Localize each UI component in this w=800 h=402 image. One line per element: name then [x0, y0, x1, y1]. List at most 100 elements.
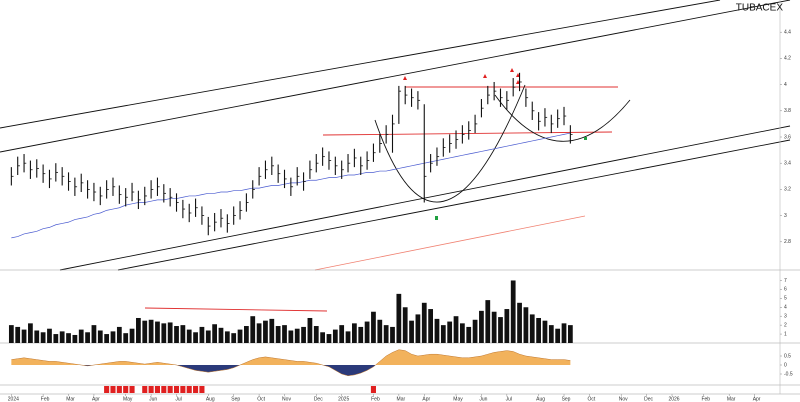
support-line — [322, 131, 613, 136]
x-tick-label: 2024 — [8, 396, 19, 402]
volume-bar — [91, 325, 97, 343]
volume-bar — [332, 329, 338, 343]
volume-bar — [256, 323, 262, 343]
x-tick-label: Sep — [231, 396, 240, 402]
volume-bar — [269, 318, 275, 343]
x-tick-label: Jun — [149, 396, 157, 402]
volume-bar — [40, 332, 46, 343]
signal-box — [167, 386, 173, 393]
volume-bar — [263, 320, 268, 343]
y-tick-label: 4.4 — [784, 30, 791, 36]
volume-bar — [275, 326, 281, 343]
volume-bar — [28, 323, 33, 343]
volume-bar — [352, 323, 357, 343]
volume-bar — [307, 317, 313, 343]
volume-bar — [155, 321, 160, 343]
volume-bar — [237, 329, 243, 343]
cup-arc — [374, 84, 526, 203]
signal-box — [116, 386, 122, 393]
x-tick-label: Oct — [588, 396, 596, 402]
signal-box — [110, 386, 116, 393]
volume-bar — [104, 334, 110, 343]
volume-bar — [548, 325, 554, 343]
x-tick-label: Oct — [257, 396, 265, 402]
x-tick-label: Feb — [371, 396, 380, 402]
channel-line — [117, 139, 791, 271]
x-tick-label: Aug — [536, 396, 545, 402]
y-tick-label: 3.8 — [784, 108, 791, 114]
volume-bar — [440, 325, 446, 343]
volume-bar — [479, 310, 484, 343]
volume-bar — [218, 327, 224, 343]
volume-bar — [78, 329, 84, 343]
signal-box — [199, 386, 205, 393]
y-tick-label: 3.4 — [784, 161, 791, 167]
volume-bar — [555, 328, 561, 343]
signal-box — [193, 386, 199, 393]
y-tick-label: 3.6 — [784, 134, 791, 140]
x-tick-label: Dec — [644, 396, 653, 402]
volume-bar — [15, 326, 21, 343]
y-tick-label: 4 — [784, 305, 787, 311]
signal-box — [180, 386, 186, 393]
signal-box — [173, 386, 180, 393]
x-tick-label: Feb — [701, 396, 710, 402]
x-tick-label: Mar — [66, 396, 75, 402]
volume-bar — [148, 319, 154, 343]
y-tick-label: 3.2 — [784, 187, 791, 193]
oscillator-positive — [11, 349, 571, 365]
volume-bar — [72, 334, 78, 343]
y-tick-label: 7 — [784, 278, 787, 284]
signal-box — [154, 386, 160, 393]
volume-bar — [409, 320, 414, 343]
volume-bar — [167, 322, 173, 343]
volume-bar — [288, 330, 294, 343]
volume-bar — [123, 333, 129, 343]
volume-bar — [402, 307, 408, 343]
volume-bar — [129, 328, 135, 343]
top-marker — [403, 76, 407, 80]
volume-bar — [53, 334, 59, 343]
volume-bar — [136, 317, 141, 343]
oscillator-line — [11, 349, 571, 377]
volume-bar — [536, 317, 541, 343]
volume-bar — [472, 319, 478, 343]
volume-bar — [396, 293, 402, 343]
volume-bar — [377, 319, 383, 343]
volume-bar — [21, 329, 27, 343]
y-tick-label: 3 — [784, 213, 787, 219]
volume-bar — [142, 320, 148, 343]
signal-box — [142, 386, 148, 393]
volume-bar — [294, 328, 300, 343]
volume-bar — [8, 325, 14, 343]
volume-bar — [510, 280, 516, 343]
x-tick-label: Apr — [422, 396, 430, 402]
x-tick-label: Dec — [314, 396, 323, 402]
x-tick-label: Apr — [92, 396, 100, 402]
volume-bar — [434, 318, 440, 343]
y-tick-label: 2.8 — [784, 239, 791, 245]
chart-title: TUBACEX — [736, 3, 784, 14]
volume-bar — [199, 326, 205, 343]
volume-bar — [485, 300, 491, 343]
y-tick-label: 1 — [784, 331, 787, 337]
volume-bar — [212, 324, 218, 343]
volume-bar — [66, 333, 71, 343]
volume-bar — [358, 326, 364, 343]
volume-bar — [567, 325, 573, 343]
volume-bar — [459, 323, 465, 343]
signal-box — [148, 386, 154, 393]
y-tick-label: 4.2 — [784, 56, 791, 62]
volume-bar — [491, 311, 497, 343]
y-tick-label: 5 — [784, 296, 787, 302]
volume-bar — [542, 320, 548, 343]
cup-arc — [494, 94, 631, 142]
volume-bar — [390, 326, 395, 343]
x-tick-label: Apr — [753, 396, 761, 402]
volume-bar — [428, 309, 433, 343]
volume-bar — [371, 311, 376, 343]
x-tick-label: Aug — [206, 396, 215, 402]
signal-box — [186, 386, 192, 393]
